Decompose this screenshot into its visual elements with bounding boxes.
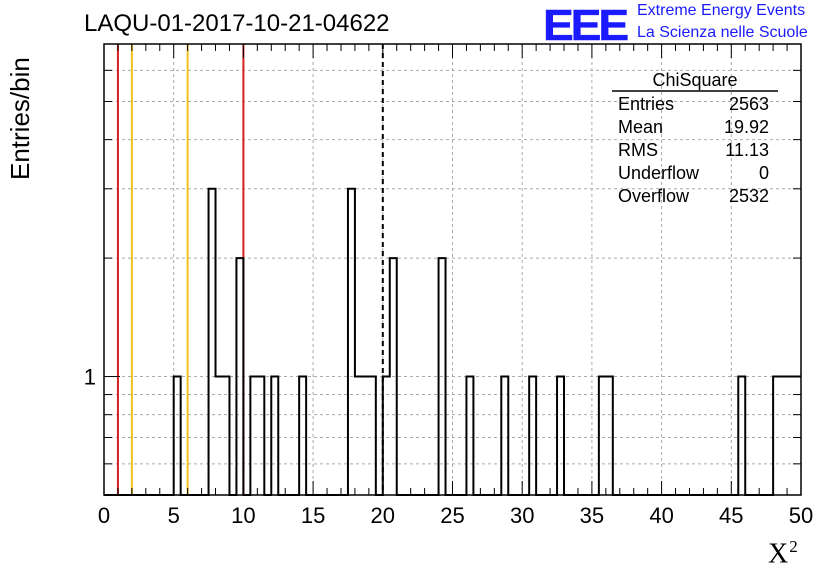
y-tick-label: 1 <box>84 365 96 390</box>
x-tick-label: 45 <box>719 503 743 528</box>
stats-row-label: Mean <box>618 117 663 137</box>
x-tick-label: 0 <box>98 503 110 528</box>
stats-row-value: 2532 <box>729 186 769 206</box>
x-tick-label: 30 <box>510 503 534 528</box>
logo-caption-line1: Extreme Energy Events <box>637 2 806 19</box>
stats-row-label: Overflow <box>618 186 690 206</box>
histogram-bins <box>104 187 801 496</box>
x-tick-label: 35 <box>580 503 604 528</box>
grid <box>104 44 801 495</box>
x-tick-label: 5 <box>168 503 180 528</box>
x-axis-label: X2 <box>768 537 798 570</box>
logo-caption-line2: La Scienza nelle Scuole <box>637 24 808 41</box>
x-tick-label: 50 <box>789 503 813 528</box>
stats-box: ChiSquare Entries 2563 Mean 19.92 RMS 11.13 Und… <box>612 70 778 206</box>
chart-title: LAQU-01-2017-10-21-04622 <box>84 10 390 37</box>
x-tick-label: 20 <box>371 503 395 528</box>
x-tick-label: 10 <box>231 503 255 528</box>
stats-row-label: Entries <box>618 94 674 114</box>
x-axis-label-superscript: 2 <box>789 537 798 556</box>
histogram-outline <box>104 187 801 496</box>
x-axis-label-base: X <box>768 538 789 570</box>
stats-row-value: 19.92 <box>724 117 769 137</box>
stats-title: ChiSquare <box>652 70 737 90</box>
axis-ticks: 0 5 10 15 20 25 30 35 40 45 50 1 <box>84 44 813 528</box>
x-tick-label: 25 <box>440 503 464 528</box>
stats-row-label: Underflow <box>618 163 700 183</box>
stats-row-value: 0 <box>759 163 769 183</box>
histogram-bin <box>209 189 216 495</box>
x-tick-label: 15 <box>301 503 325 528</box>
stats-row-value: 11.13 <box>725 140 769 160</box>
histogram-bin <box>348 189 355 495</box>
eee-logo: EEE <box>543 1 630 50</box>
stats-row-label: RMS <box>618 140 658 160</box>
x-tick-label: 40 <box>649 503 673 528</box>
stats-row-value: 2563 <box>729 94 769 114</box>
